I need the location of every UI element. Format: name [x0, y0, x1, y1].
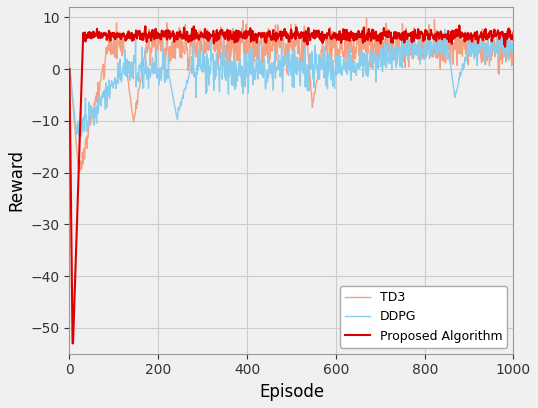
Proposed Algorithm [459, 32, 466, 37]
DDPG [413, 50, 419, 55]
Y-axis label: Reward: Reward [7, 149, 25, 211]
DDPG [510, 39, 516, 44]
Line: DDPG: DDPG [69, 29, 513, 136]
DDPG [442, 27, 448, 32]
TD3 [157, 34, 163, 39]
DDPG [490, 40, 496, 44]
TD3 [66, 67, 73, 71]
TD3 [94, 91, 100, 95]
Proposed Algorithm [157, 34, 163, 39]
Line: TD3: TD3 [69, 19, 513, 173]
Proposed Algorithm [429, 32, 435, 37]
Line: Proposed Algorithm: Proposed Algorithm [69, 26, 513, 344]
TD3 [490, 49, 496, 53]
TD3 [459, 40, 466, 44]
DDPG [66, 67, 73, 71]
DDPG [75, 134, 82, 139]
Proposed Algorithm [94, 26, 100, 31]
Proposed Algorithm [66, 67, 73, 71]
DDPG [157, 75, 163, 80]
Proposed Algorithm [413, 34, 419, 39]
Proposed Algorithm [456, 23, 463, 28]
TD3 [413, 43, 420, 48]
TD3 [363, 16, 370, 21]
TD3 [429, 44, 436, 49]
X-axis label: Episode: Episode [259, 383, 324, 401]
DDPG [94, 111, 100, 115]
TD3 [75, 170, 82, 175]
DDPG [459, 68, 466, 73]
DDPG [429, 43, 435, 48]
Legend: TD3, DDPG, Proposed Algorithm: TD3, DDPG, Proposed Algorithm [339, 286, 507, 348]
Proposed Algorithm [69, 341, 76, 346]
TD3 [510, 52, 516, 57]
Proposed Algorithm [510, 30, 516, 35]
Proposed Algorithm [490, 35, 496, 40]
